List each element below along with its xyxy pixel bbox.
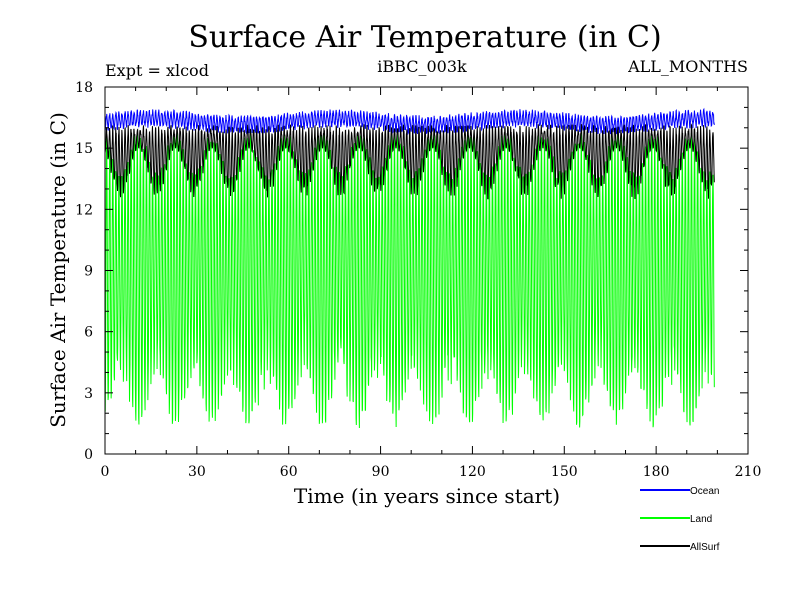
y-tick-label: 12	[75, 202, 93, 218]
x-tick-label: 0	[101, 464, 110, 480]
legend-label-allsurf: AllSurf	[690, 542, 720, 553]
plot-series	[104, 107, 715, 429]
y-tick-label: 6	[84, 325, 93, 341]
x-tick-label: 180	[643, 464, 670, 480]
chart-title: Surface Air Temperature (in C)	[188, 20, 661, 55]
x-tick-label: 120	[459, 464, 486, 480]
y-axis-label: Surface Air Temperature (in C)	[46, 112, 70, 428]
axes: 0 30 60 90 120 150 180 210 0 3 6 9 12 15 18	[75, 80, 761, 480]
y-tick-label: 3	[84, 386, 93, 402]
x-tick-label: 210	[735, 464, 762, 480]
months-label: ALL_MONTHS	[627, 57, 748, 76]
x-tick-label: 90	[372, 464, 390, 480]
y-tick-label: 15	[75, 141, 93, 157]
experiment-label: Expt = xlcod	[105, 61, 209, 80]
y-tick-label: 18	[75, 80, 93, 96]
run-label: iBBC_003k	[377, 57, 467, 76]
x-tick-label: 30	[188, 464, 206, 480]
legend-label-ocean: Ocean	[690, 486, 719, 497]
allsurf-series-line	[104, 123, 715, 200]
x-tick-label: 60	[280, 464, 298, 480]
legend-label-land: Land	[690, 514, 712, 525]
land-series-line	[104, 129, 715, 429]
y-tick-label: 9	[84, 264, 93, 280]
x-axis-label: Time (in years since start)	[294, 484, 560, 508]
legend: Ocean Land AllSurf	[640, 486, 720, 553]
y-tick-label: 0	[84, 447, 93, 463]
x-tick-label: 150	[551, 464, 578, 480]
ocean-series-line	[104, 107, 715, 136]
